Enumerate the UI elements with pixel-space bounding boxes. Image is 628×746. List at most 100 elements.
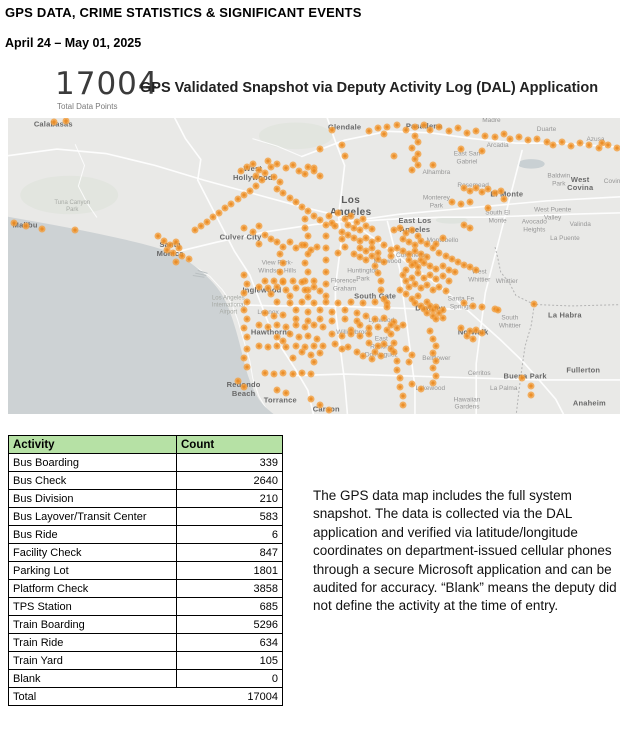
gps-data-point [273,342,281,350]
gps-data-point [426,126,434,134]
gps-data-point [319,323,327,331]
gps-data-point [255,240,263,248]
gps-data-point [356,244,364,252]
gps-data-point [405,238,413,246]
gps-data-point [292,306,300,314]
gps-data-point [267,235,275,243]
gps-data-point [298,298,306,306]
gps-data-point [289,354,297,362]
activity-cell: Train Boarding [8,615,177,634]
gps-data-point [426,262,434,270]
gps-data-point [359,352,367,360]
gps-data-point [209,213,217,221]
gps-data-point [405,283,413,291]
gps-data-point [435,283,443,291]
gps-data-point [347,298,355,306]
table-row: Facility Check 847 [8,543,283,562]
road [173,118,314,414]
gps-data-point [442,287,450,295]
gps-data-point [298,369,306,377]
gps-data-point [341,306,349,314]
date-range: April 24 – May 01, 2025 [5,36,142,50]
gps-data-point [243,345,251,353]
activity-cell: Bus Ride [8,525,177,544]
gps-data-point [310,299,318,307]
gps-data-point [423,240,431,248]
gps-data-point [234,377,241,385]
gps-data-point [243,363,251,371]
gps-data-point [273,238,281,246]
gps-data-point [338,235,346,243]
count-cell: 847 [176,543,283,562]
activity-cell: Train Ride [8,633,177,652]
gps-data-point [243,163,251,171]
gps-data-point [341,315,349,323]
gps-data-point [279,311,287,319]
gps-data-point [383,326,391,334]
gps-data-point [304,308,312,316]
gps-data-point [445,277,453,285]
gps-data-point [423,298,431,306]
gps-data-point [261,169,269,177]
gps-data-point [255,342,263,350]
gps-data-point [374,342,382,350]
gps-data-point [387,252,394,260]
gps-data-point [261,277,269,285]
gps-data-point [460,299,468,307]
gps-data-point [417,237,425,245]
table-row: Bus Boarding 339 [8,453,283,472]
gps-data-point [426,302,434,310]
gps-data-point [261,369,269,377]
gps-data-point [310,358,318,366]
activity-cell: Bus Boarding [8,453,177,472]
gps-data-point [62,118,70,125]
gps-data-point [353,317,361,325]
column-header-count: Count [176,435,283,454]
gps-data-point [466,263,474,271]
activity-count-table: Activity Count Bus Boarding 339 Bus Check 2… [8,435,283,706]
gps-data-point [267,163,275,171]
gps-data-point [595,144,603,152]
park-shape [435,216,468,224]
gps-data-point [432,357,440,365]
gps-data-point [301,241,309,249]
gps-data-point [301,259,309,267]
gps-data-point [273,333,281,341]
gps-data-point [301,343,309,351]
gps-data-point [322,280,330,288]
road [253,139,302,157]
gps-data-point [344,221,352,229]
road [476,151,522,414]
gps-data-point [426,327,434,335]
activity-cell: Blank [8,669,177,688]
gps-data-point [276,250,284,258]
gps-data-point [374,323,382,331]
gps-data-point [301,224,309,232]
gps-data-point [310,342,318,350]
gps-data-point [353,218,361,226]
total-label-cell: Total [8,687,177,706]
gps-data-point [399,235,407,243]
gps-data-point [380,340,388,348]
gps-data-point [341,152,349,160]
activity-cell: Bus Check [8,471,177,490]
gps-data-point [466,327,474,335]
gps-data-point [497,187,505,195]
table-row: Bus Layover/Transit Center 583 [8,507,283,526]
gps-data-point [292,198,300,206]
gps-map-visual[interactable]: CalabasasTuna Canyon ParkMalibuSanta Mon… [8,118,620,414]
gps-data-point [258,176,266,184]
gps-data-point [478,303,486,311]
gps-data-point [420,259,428,267]
gps-data-point [282,323,290,331]
gps-data-point [365,330,373,338]
gps-data-point [255,222,263,230]
gps-data-point [338,228,346,236]
gps-data-point [252,182,260,190]
gps-data-point [543,138,551,146]
gps-data-point [484,185,492,193]
gps-data-point [172,258,180,266]
gps-data-point [374,124,382,132]
gps-data-point [279,259,287,267]
gps-data-point [338,345,346,353]
